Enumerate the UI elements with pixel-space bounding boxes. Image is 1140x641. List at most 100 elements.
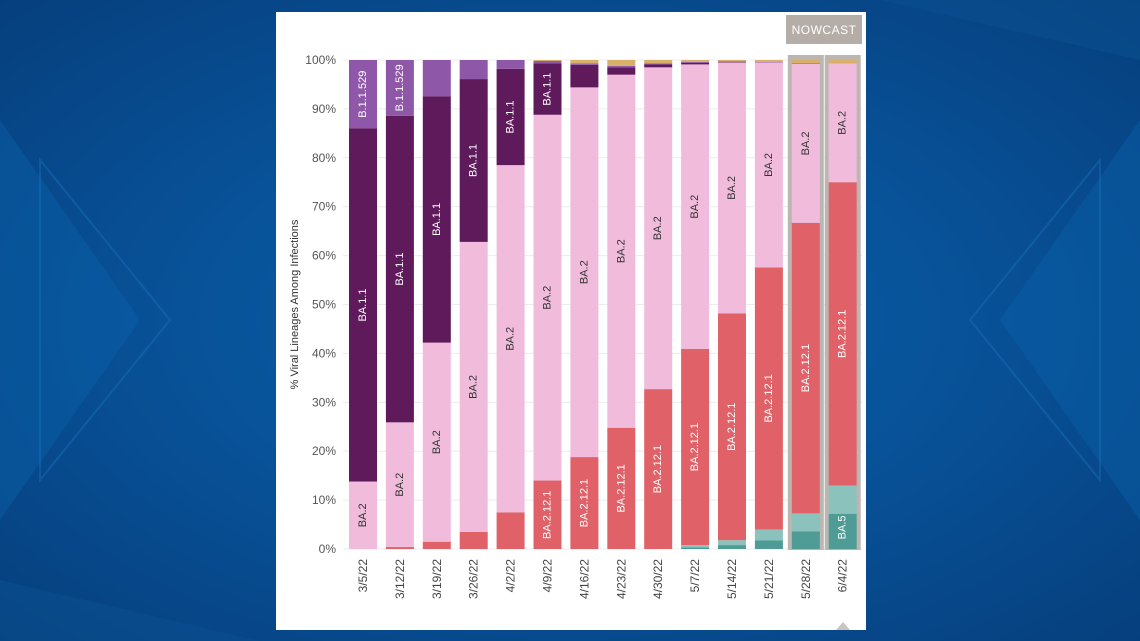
bar-segment-ba-2 <box>385 422 414 548</box>
segment-label: BA.1.1 <box>505 100 517 133</box>
x-tick-label: 3/12/22 <box>393 559 407 599</box>
y-tick-label: 60% <box>312 249 336 263</box>
x-tick-label: 3/19/22 <box>430 559 444 599</box>
y-tick-label: 50% <box>312 298 336 312</box>
segment-label: BA.2 <box>357 503 369 527</box>
segment-label: BA.1.1 <box>542 73 554 106</box>
bar-segment-ba-2 <box>459 241 488 532</box>
bar-segment-ba-2 <box>496 165 525 513</box>
bar-segment-ba-2 <box>754 62 783 268</box>
bar-segment-ba-2-12-1 <box>385 547 414 549</box>
x-tick-label: 3/5/22 <box>356 559 370 593</box>
bar-segment-ba-2 <box>607 74 636 428</box>
x-tick-label: 5/7/22 <box>688 559 702 593</box>
bar-segment-ba-2 <box>791 63 820 223</box>
bar-segment-ba-5 <box>828 513 857 549</box>
bar-segment-ba-2 <box>570 87 599 458</box>
x-tick-label: 5/14/22 <box>725 559 739 599</box>
x-tick-label: 4/16/22 <box>577 559 591 599</box>
bar-segment-ba-5 <box>791 531 820 549</box>
y-tick-label: 40% <box>312 346 336 360</box>
segment-label: BA.2.12.1 <box>837 310 849 358</box>
bar-segment-ba-2-12-1 <box>570 457 599 549</box>
bar-segment-b-1-1-529 <box>459 60 488 80</box>
segment-label: BA.2.12.1 <box>652 445 664 493</box>
x-tick-label: 5/21/22 <box>762 559 776 599</box>
segment-label: B.1.1.529 <box>357 71 369 118</box>
y-tick-label: 30% <box>312 395 336 409</box>
bar-segment-ba-1-1 <box>459 79 488 242</box>
nowcast-button[interactable]: NOWCAST <box>786 15 862 44</box>
bar-segment-ba-1-1 <box>496 68 525 166</box>
segment-label: BA.2.12.1 <box>763 374 775 422</box>
bar-segment-other <box>791 60 820 64</box>
bar-segment-ba-1-1 <box>533 63 562 115</box>
bar-segment-ba-2-12-1 <box>533 480 562 549</box>
segment-label: BA.2 <box>394 473 406 497</box>
segment-label: B.1.1.529 <box>394 64 406 111</box>
bar-segment-ba-4 <box>791 513 820 532</box>
y-tick-label: 80% <box>312 151 336 165</box>
bar-segment-b-1-1-529 <box>570 63 599 65</box>
bar-segment-ba-2-12-1 <box>607 427 636 549</box>
bar-segment-ba-2-12-1 <box>681 348 710 546</box>
segment-label: BA.2.12.1 <box>689 423 701 471</box>
bar-segment-ba-2-12-1 <box>791 222 820 514</box>
x-tick-label: 4/30/22 <box>651 559 665 599</box>
bar-segment-ba-2-12-1 <box>459 531 488 549</box>
segment-label: BA.2 <box>763 153 775 177</box>
segment-label: BA.2 <box>726 176 738 200</box>
bar-segment-b-1-1-529 <box>496 60 525 69</box>
bar-segment-other <box>607 60 636 66</box>
bar-segment-b-1-1-529 <box>754 61 783 63</box>
segment-label: BA.1.1 <box>394 253 406 286</box>
bar-segment-b-1-1-529 <box>718 61 746 62</box>
bar-segment-ba-1-1 <box>644 64 673 68</box>
bar-segment-other <box>570 60 599 64</box>
y-tick-label: 10% <box>312 493 336 507</box>
x-tick-label: 3/26/22 <box>467 559 481 599</box>
bar-segment-ba-4 <box>754 529 783 541</box>
bar-segment-b-1-1-529 <box>607 65 636 68</box>
segment-label: BA.2.12.1 <box>542 491 554 539</box>
bar-segment-ba-2-12-1 <box>644 389 673 549</box>
x-tick-label: 4/2/22 <box>504 559 518 593</box>
bar-segment-ba-1-1 <box>422 96 451 343</box>
segment-label: BA.2 <box>652 216 664 240</box>
bar-segment-ba-2-12-1 <box>754 267 783 530</box>
bar-segment-ba-2-12-1 <box>422 541 451 549</box>
y-tick-label: 100% <box>305 53 336 67</box>
x-tick-label: 6/4/22 <box>836 559 850 593</box>
bar-segment-b-1-1-529 <box>644 63 673 65</box>
bar-segment-other <box>828 60 857 64</box>
bar-segment-ba-5 <box>681 547 710 549</box>
bar-segment-ba-2 <box>644 67 673 390</box>
segment-label: BA.1.1 <box>357 288 369 321</box>
bar-segment-other <box>718 60 746 62</box>
bar-segment-other <box>533 60 562 61</box>
bar-segment-other <box>644 60 673 64</box>
segment-label: BA.2.12.1 <box>800 344 812 392</box>
bar-segment-ba-4 <box>718 540 746 546</box>
bar-segment-ba-1-1 <box>681 62 710 65</box>
y-tick-label: 0% <box>319 542 337 556</box>
bar-segment-b-1-1-529 <box>681 61 710 63</box>
segment-label: BA.2 <box>431 430 443 454</box>
segment-label: BA.1.1 <box>468 144 480 177</box>
bar-segment-other <box>681 60 710 62</box>
segment-label: BA.2 <box>689 195 701 219</box>
y-tick-label: 20% <box>312 444 336 458</box>
bar-segment-ba-2 <box>681 64 710 349</box>
y-tick-label: 90% <box>312 102 336 116</box>
bar-segment-b-1-1-529 <box>385 60 414 116</box>
segment-label: BA.5 <box>837 515 849 539</box>
bar-segment-ba-2 <box>533 114 562 481</box>
bar-segment-ba-1-1 <box>385 115 414 423</box>
bar-segment-ba-1-1 <box>570 64 599 88</box>
bar-segment-ba-2 <box>828 63 857 183</box>
bar-segment-ba-1-1 <box>607 67 636 75</box>
bar-segment-ba-4 <box>681 545 710 548</box>
bar-segment-ba-2 <box>349 481 377 549</box>
segment-label: BA.2 <box>542 286 554 310</box>
bar-segment-ba-2-12-1 <box>828 182 857 486</box>
